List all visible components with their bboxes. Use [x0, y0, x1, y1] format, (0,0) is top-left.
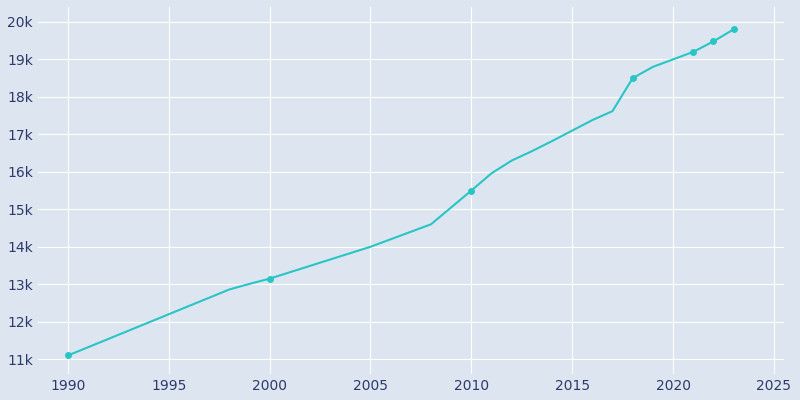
Point	[707, 38, 720, 45]
Point	[263, 276, 276, 282]
Point	[626, 75, 639, 81]
Point	[727, 26, 740, 33]
Point	[465, 187, 478, 194]
Point	[686, 49, 699, 55]
Point	[62, 352, 74, 359]
